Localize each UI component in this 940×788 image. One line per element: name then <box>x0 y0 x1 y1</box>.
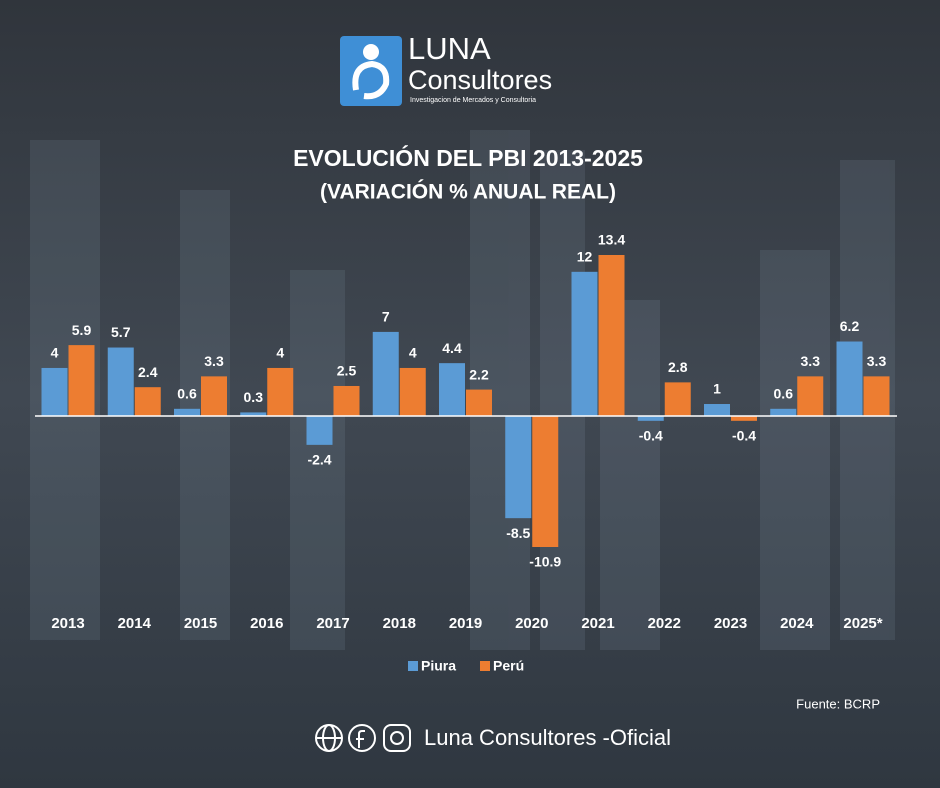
logo-name2: Consultores <box>408 65 552 95</box>
bar <box>704 404 730 417</box>
value-label: 4 <box>51 345 59 361</box>
x-tick-label: 2016 <box>250 615 283 632</box>
value-label: 4.4 <box>442 340 462 356</box>
chart-subtitle: (VARIACIÓN % ANUAL REAL) <box>320 180 616 204</box>
legend-label: Piura <box>421 658 456 674</box>
x-tick-label: 2017 <box>316 615 349 632</box>
x-tick-label: 2015 <box>184 615 217 632</box>
x-tick-label: 2019 <box>449 615 482 632</box>
bar <box>863 376 890 417</box>
bar <box>134 387 161 417</box>
bar <box>637 416 664 421</box>
bar <box>439 363 465 417</box>
x-tick-label: 2025* <box>843 615 882 632</box>
value-label: -8.5 <box>506 525 530 541</box>
value-label: 0.6 <box>177 386 197 402</box>
value-label: -10.9 <box>529 554 561 570</box>
value-label: 3.3 <box>867 353 887 369</box>
logo-tagline: Investigacion de Mercados y Consultoria <box>410 97 536 104</box>
value-label: 3.3 <box>204 353 224 369</box>
value-label: 3.3 <box>801 353 821 369</box>
source: Fuente: BCRP <box>796 696 880 711</box>
bar <box>836 341 863 417</box>
value-label: 4 <box>409 345 417 361</box>
x-tick-label: 2020 <box>515 615 548 632</box>
value-label: 0.6 <box>774 386 794 402</box>
value-label: 5.7 <box>111 324 131 340</box>
value-label: 2.5 <box>337 363 357 379</box>
bar <box>770 408 797 417</box>
x-tick-label: 2024 <box>780 615 814 632</box>
value-label: -0.4 <box>732 428 756 444</box>
bar <box>797 376 824 417</box>
value-label: -2.4 <box>307 452 331 468</box>
x-tick-label: 2014 <box>118 615 152 632</box>
bar <box>333 385 360 417</box>
value-label: 7 <box>382 309 390 325</box>
bar <box>571 271 598 417</box>
bar <box>306 416 333 445</box>
value-label: 5.9 <box>72 322 92 338</box>
value-label: 2.2 <box>469 366 489 382</box>
legend-swatch <box>480 661 490 671</box>
value-label: 12 <box>577 249 593 265</box>
value-label: 4 <box>276 345 284 361</box>
chart-title: EVOLUCIÓN DEL PBI 2013-2025 <box>293 144 643 171</box>
x-tick-label: 2023 <box>714 615 747 632</box>
bar <box>399 367 426 417</box>
bar <box>240 412 267 417</box>
x-tick-label: 2013 <box>51 615 84 632</box>
bar <box>532 416 559 547</box>
bar <box>505 416 532 519</box>
bar <box>731 416 757 421</box>
legend-label: Perú <box>493 658 524 674</box>
social-icons <box>315 724 411 752</box>
city-silhouette <box>30 130 895 650</box>
logo-name: LUNA <box>408 31 491 66</box>
logo-icon-body <box>352 60 390 100</box>
bar <box>41 367 68 417</box>
bar <box>664 382 691 417</box>
bar <box>201 376 227 417</box>
value-label: 0.3 <box>244 389 264 405</box>
x-tick-label: 2018 <box>383 615 416 632</box>
bar <box>267 367 294 417</box>
x-tick-label: 2022 <box>648 615 681 632</box>
logo-icon-head <box>363 44 379 60</box>
value-label: 13.4 <box>598 232 625 248</box>
bar <box>598 255 625 417</box>
bar <box>107 347 134 417</box>
value-label: 6.2 <box>840 318 860 334</box>
legend-swatch <box>408 661 418 671</box>
footer: Luna Consultores -Oficial <box>424 725 671 750</box>
value-label: 2.8 <box>668 359 688 375</box>
x-tick-label: 2021 <box>581 615 614 632</box>
value-label: -0.4 <box>639 428 663 444</box>
bar <box>466 389 492 417</box>
bar <box>372 331 399 417</box>
value-label: 1 <box>713 381 721 397</box>
bar <box>68 345 95 417</box>
value-label: 2.4 <box>138 364 158 380</box>
bar <box>174 408 200 417</box>
